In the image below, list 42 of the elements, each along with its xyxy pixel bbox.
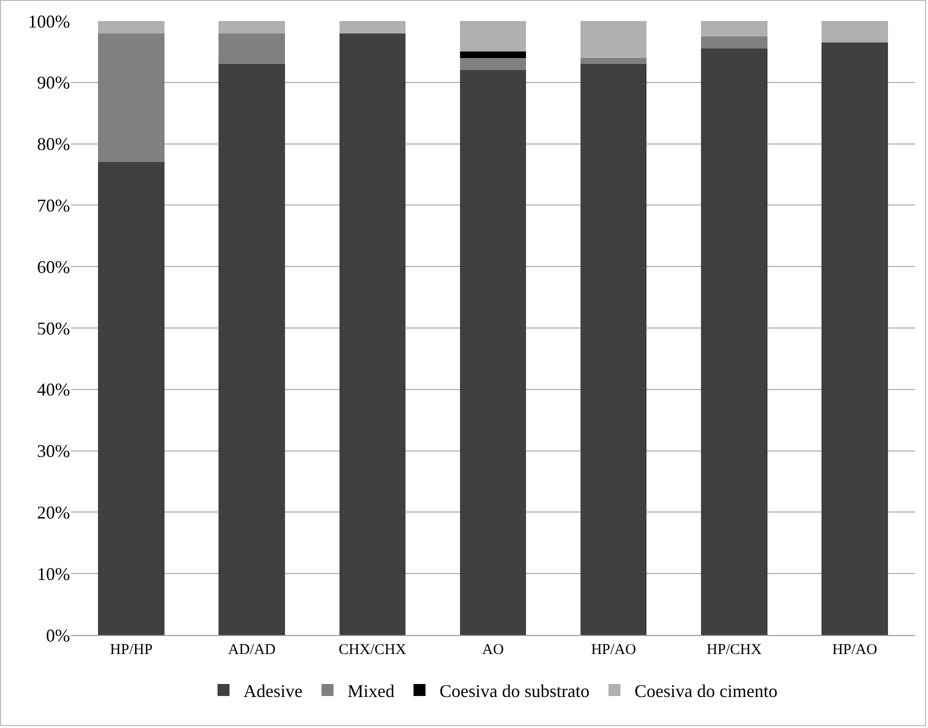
x-tick-label: AD/AD <box>228 642 276 658</box>
y-tick-label: 0% <box>46 625 70 646</box>
legend-label: Coesiva do cimento <box>634 681 778 702</box>
bar <box>98 21 164 34</box>
bar <box>700 48 768 635</box>
bar <box>218 33 286 64</box>
bar <box>339 21 406 34</box>
bar <box>700 36 768 49</box>
y-tick-label: 50% <box>37 318 70 338</box>
bar <box>580 58 647 64</box>
bar <box>339 33 406 635</box>
y-tick-label: 100% <box>28 11 70 32</box>
bar <box>460 52 526 58</box>
bar <box>460 58 526 70</box>
bar <box>700 21 768 36</box>
y-tick-label: 40% <box>37 380 70 400</box>
bar <box>460 21 526 52</box>
y-tick-label: 80% <box>37 134 70 154</box>
legend-label: Coesiva do substrato <box>439 681 590 702</box>
bar <box>822 42 888 635</box>
x-tick-label: HP/HP <box>110 642 153 658</box>
bar <box>98 33 164 162</box>
bar <box>580 64 647 635</box>
y-tick-label: 30% <box>37 441 70 462</box>
y-tick-label: 90% <box>37 72 70 93</box>
bar <box>98 162 164 635</box>
legend-label: Adesive <box>244 681 302 702</box>
y-tick-label: 10% <box>37 564 70 584</box>
y-tick-label: 60% <box>37 256 70 277</box>
bar <box>580 21 647 58</box>
x-tick-label: HP/CHX <box>706 642 762 658</box>
legend-label: Mixed <box>347 681 394 702</box>
bar <box>218 64 286 635</box>
x-tick-label: CHX/CHX <box>338 642 406 658</box>
x-tick-label: HP/AO <box>591 642 636 658</box>
x-tick-label: AO <box>482 642 504 658</box>
y-tick-label: 20% <box>37 502 70 522</box>
bar <box>460 70 526 635</box>
x-tick-label: HP/AO <box>832 642 878 658</box>
y-tick-label: 70% <box>37 196 70 216</box>
bar <box>822 21 888 42</box>
bar <box>218 21 286 34</box>
